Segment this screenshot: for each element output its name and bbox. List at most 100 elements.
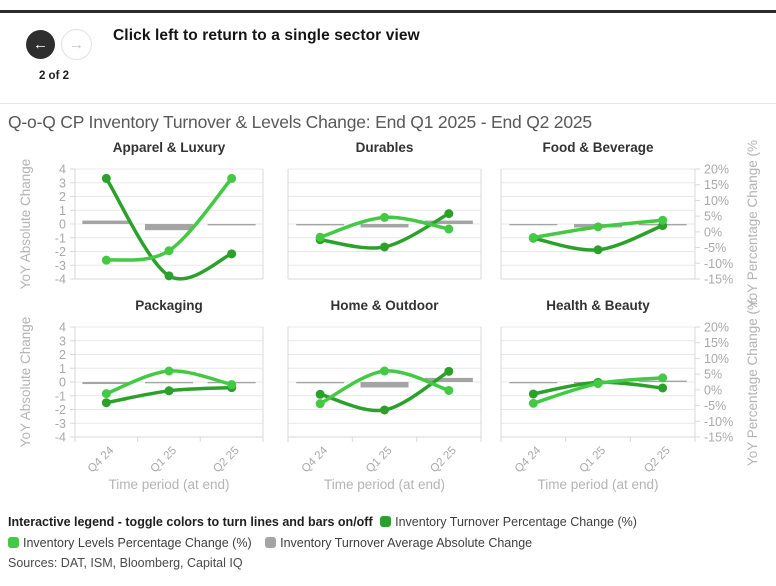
data-point[interactable] bbox=[593, 379, 603, 389]
subplot-title-home: Home & Outdoor bbox=[330, 298, 439, 313]
data-point[interactable] bbox=[164, 386, 174, 396]
data-point[interactable] bbox=[227, 173, 237, 183]
x-tick-label: Q1 25 bbox=[148, 445, 179, 476]
right-tick-label: 0% bbox=[704, 225, 722, 239]
subplot-title-packaging: Packaging bbox=[135, 298, 203, 313]
bar[interactable] bbox=[509, 224, 558, 226]
bar[interactable] bbox=[82, 382, 131, 385]
data-point[interactable] bbox=[444, 224, 454, 234]
data-point[interactable] bbox=[380, 242, 389, 252]
data-point[interactable] bbox=[658, 383, 668, 393]
bar[interactable] bbox=[360, 382, 409, 388]
data-point[interactable] bbox=[164, 271, 174, 281]
data-point[interactable] bbox=[315, 399, 325, 409]
data-point[interactable] bbox=[380, 366, 389, 376]
right-tick-label: -10% bbox=[704, 257, 733, 271]
series-levels-line[interactable] bbox=[315, 366, 454, 409]
data-point[interactable] bbox=[315, 389, 325, 399]
legend-item-turnover-pct[interactable]: Inventory Turnover Percentage Change (%) bbox=[376, 515, 637, 529]
data-point[interactable] bbox=[593, 222, 603, 232]
data-point[interactable] bbox=[164, 246, 174, 256]
data-point[interactable] bbox=[528, 233, 538, 243]
legend-item-avg-abs[interactable]: Inventory Turnover Average Absolute Chan… bbox=[261, 536, 532, 550]
page-indicator: 2 of 2 bbox=[38, 70, 70, 82]
left-tick-label: 3 bbox=[59, 334, 66, 348]
subplot-2: 20%15% 10% 5%0% -5% -10% -15% YoY Percentage C… bbox=[500, 140, 760, 308]
series-levels-line[interactable] bbox=[528, 373, 668, 408]
right-tick-label: 15% bbox=[704, 178, 729, 192]
bar[interactable] bbox=[145, 224, 193, 231]
data-point[interactable] bbox=[315, 232, 325, 242]
back-button[interactable]: ← bbox=[26, 30, 55, 59]
left-tick-label: 0 bbox=[59, 376, 66, 390]
x-tick-label: Q4 24 bbox=[300, 444, 331, 475]
data-point[interactable] bbox=[227, 249, 237, 259]
nav-instruction: Click left to return to a single sector … bbox=[113, 27, 420, 44]
top-rule bbox=[0, 10, 776, 13]
bar[interactable] bbox=[509, 382, 558, 384]
left-tick-label: 1 bbox=[59, 362, 66, 376]
bar[interactable] bbox=[207, 224, 256, 226]
data-point[interactable] bbox=[444, 209, 454, 219]
levels-swatch-icon bbox=[8, 537, 19, 548]
series-levels-line[interactable] bbox=[101, 366, 237, 399]
bar[interactable] bbox=[424, 377, 473, 382]
data-point[interactable] bbox=[593, 245, 603, 255]
data-point[interactable] bbox=[164, 366, 174, 376]
bar[interactable] bbox=[145, 382, 193, 384]
left-tick-label: -4 bbox=[55, 431, 66, 445]
data-point[interactable] bbox=[227, 380, 237, 390]
x-tick-label: Q4 24 bbox=[513, 444, 544, 475]
right-tick-label: 20% bbox=[704, 321, 729, 335]
bar[interactable] bbox=[360, 224, 409, 228]
data-point[interactable] bbox=[658, 215, 668, 225]
data-point[interactable] bbox=[380, 405, 389, 415]
data-point[interactable] bbox=[101, 389, 111, 399]
subplot-title-health: Health & Beauty bbox=[546, 298, 650, 313]
series-avg-abs-bars[interactable] bbox=[82, 220, 256, 231]
data-point[interactable] bbox=[101, 255, 111, 265]
series-levels-line[interactable] bbox=[101, 173, 237, 265]
data-point[interactable] bbox=[528, 398, 538, 408]
series-turnover-line[interactable] bbox=[101, 173, 237, 281]
series-avg-abs-bars[interactable] bbox=[296, 377, 473, 388]
right-tick-label: 5% bbox=[704, 368, 722, 382]
right-tick-label: 20% bbox=[704, 163, 729, 177]
bar[interactable] bbox=[296, 382, 345, 384]
series-levels-line[interactable] bbox=[315, 212, 454, 242]
page-title: Q-o-Q CP Inventory Turnover & Levels Cha… bbox=[8, 112, 592, 132]
data-point[interactable] bbox=[444, 366, 454, 376]
series-levels-line[interactable] bbox=[528, 215, 668, 243]
data-point[interactable] bbox=[101, 173, 111, 183]
subplot-1 bbox=[287, 168, 482, 280]
left-tick-label: 2 bbox=[59, 190, 66, 204]
left-arrow-icon: ← bbox=[33, 36, 48, 53]
series-avg-abs-bars[interactable] bbox=[296, 220, 473, 228]
legend-item-label: Inventory Levels Percentage Change (%) bbox=[23, 536, 252, 550]
x-tick-label: Q2 25 bbox=[642, 445, 673, 476]
data-point[interactable] bbox=[528, 389, 538, 399]
header-divider bbox=[0, 103, 776, 104]
right-arrow-icon: → bbox=[69, 36, 84, 53]
data-point[interactable] bbox=[101, 398, 111, 408]
series-turnover-line[interactable] bbox=[315, 366, 454, 415]
legend-item-label: Inventory Turnover Average Absolute Chan… bbox=[280, 536, 533, 550]
left-tick-label: -3 bbox=[55, 259, 66, 273]
legend-item-levels-pct[interactable]: Inventory Levels Percentage Change (%) bbox=[4, 536, 252, 550]
interactive-legend: Interactive legend - toggle colors to tu… bbox=[8, 512, 643, 554]
data-point[interactable] bbox=[444, 385, 454, 395]
bar[interactable] bbox=[82, 220, 131, 224]
bar[interactable] bbox=[296, 224, 345, 226]
left-tick-label: 2 bbox=[59, 348, 66, 362]
forward-button[interactable]: → bbox=[61, 29, 92, 60]
data-point[interactable] bbox=[658, 373, 668, 383]
left-axis-title: YoY Absolute Change bbox=[18, 159, 33, 290]
x-tick-label: Q1 25 bbox=[577, 445, 608, 476]
legend-intro: Interactive legend - toggle colors to tu… bbox=[8, 515, 373, 529]
bar[interactable] bbox=[424, 220, 473, 224]
x-axis-title: Time period (at end) bbox=[324, 477, 445, 492]
data-point[interactable] bbox=[380, 212, 389, 222]
